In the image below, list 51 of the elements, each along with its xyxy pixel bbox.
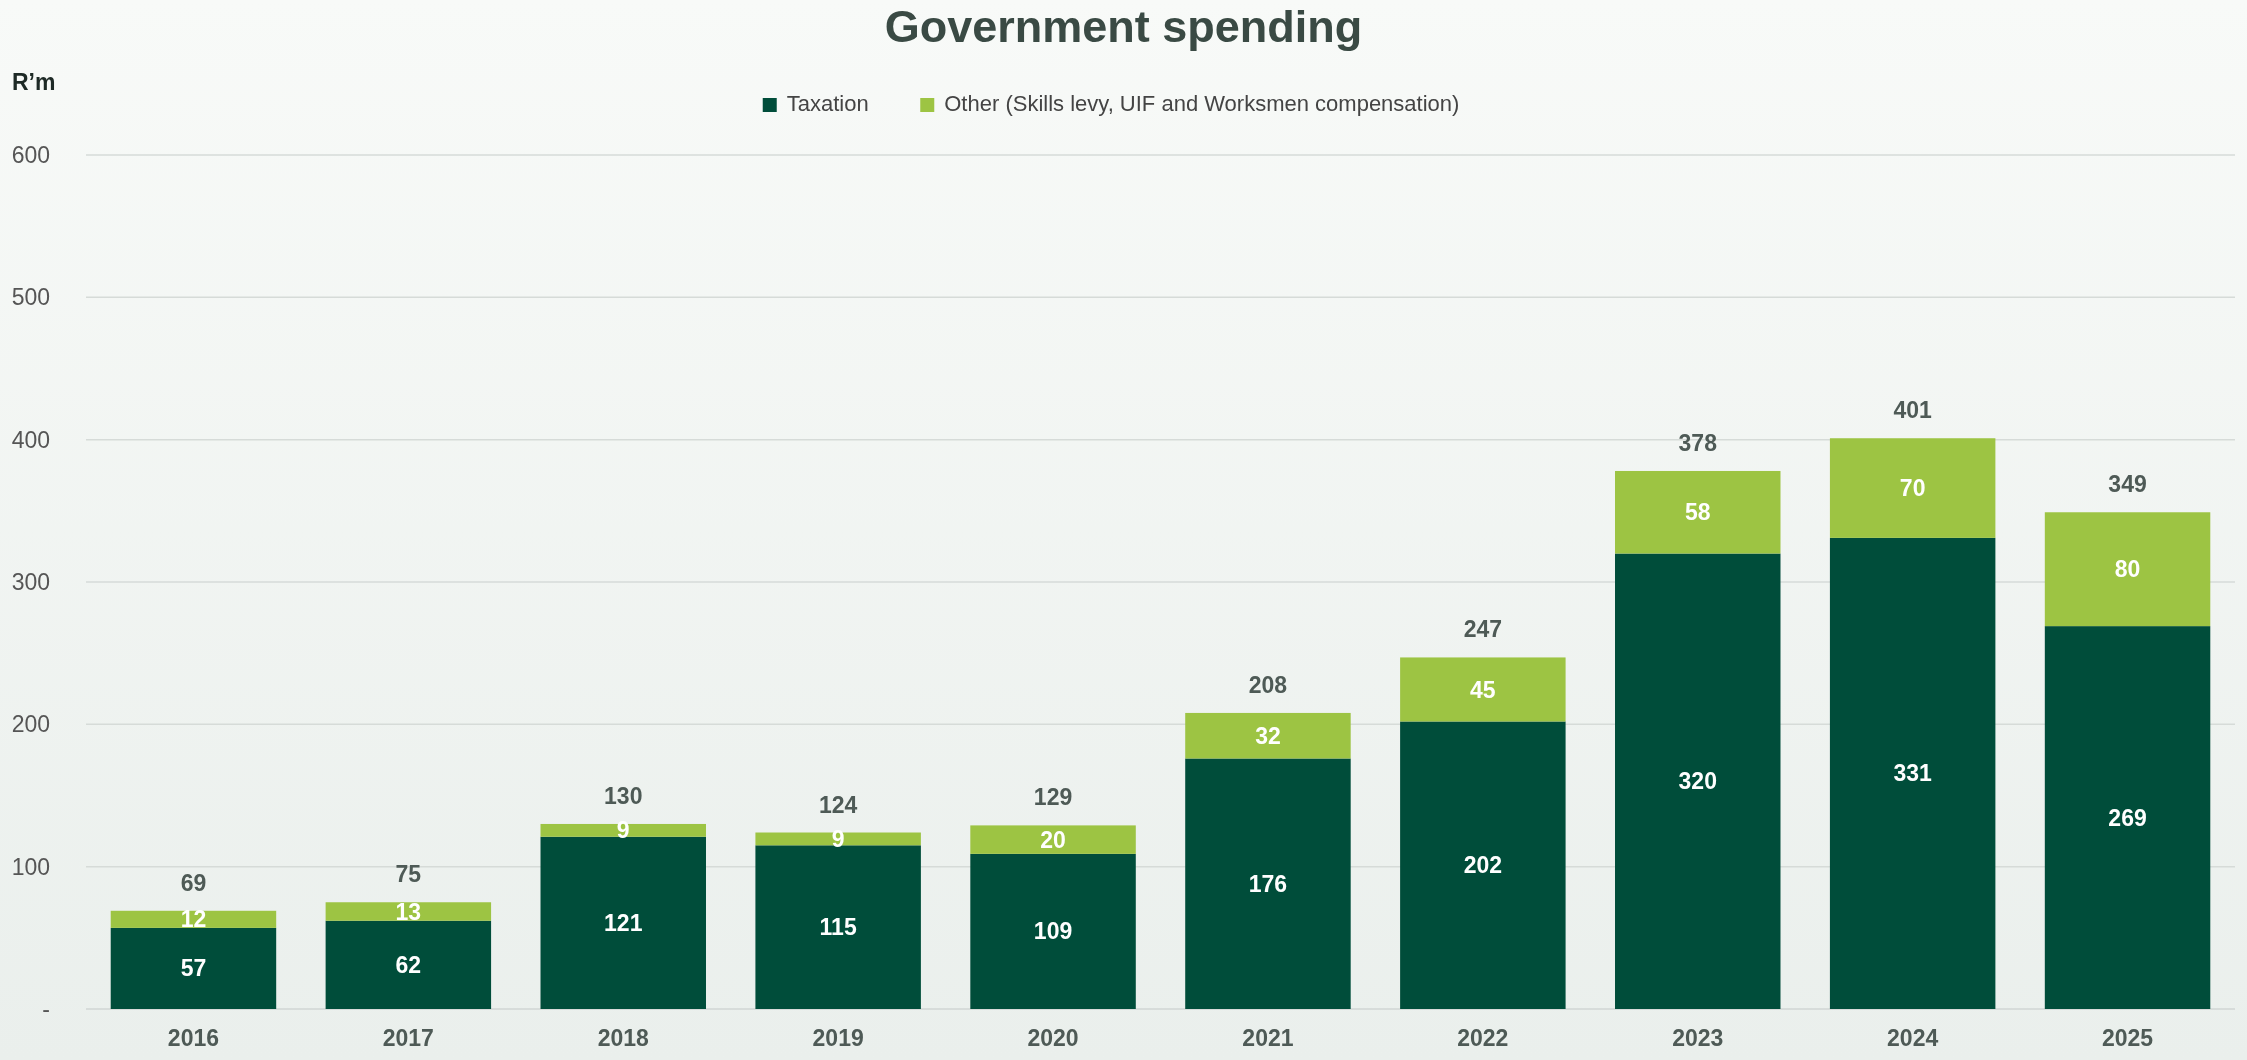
total-label: 247 — [1463, 616, 1503, 643]
data-label: 202 — [1463, 852, 1503, 879]
total-label: 75 — [395, 861, 422, 888]
total-label: 69 — [180, 869, 207, 896]
total-label: 378 — [1678, 429, 1718, 456]
data-label: 9 — [616, 817, 630, 844]
data-label: 12 — [180, 906, 207, 933]
x-tick-label: 2023 — [1672, 1025, 1724, 1051]
data-label: 320 — [1678, 768, 1717, 795]
data-label: 176 — [1248, 870, 1288, 897]
data-label: 115 — [819, 914, 857, 941]
data-label: 57 — [180, 955, 207, 982]
total-label: 130 — [604, 782, 643, 809]
y-tick-label: 300 — [11, 569, 50, 596]
x-tick-label: 2022 — [1457, 1025, 1509, 1051]
x-tick-label: 2017 — [382, 1025, 434, 1051]
total-label: 401 — [1893, 397, 1933, 424]
y-tick-label: - — [42, 996, 50, 1023]
legend-label: Taxation — [786, 91, 869, 116]
data-label: 62 — [395, 951, 422, 978]
x-tick-label: 2018 — [597, 1025, 650, 1051]
data-label: 331 — [1893, 760, 1933, 787]
x-tick-label: 2020 — [1027, 1025, 1079, 1051]
y-axis-title: R’m — [12, 69, 56, 95]
x-tick-label: 2016 — [167, 1025, 220, 1051]
total-label: 208 — [1248, 671, 1288, 698]
chart-title: Government spending — [884, 1, 1363, 52]
total-label: 124 — [818, 791, 858, 818]
data-label: 121 — [604, 909, 643, 936]
data-label: 70 — [1899, 475, 1926, 502]
data-label: 269 — [2108, 804, 2147, 831]
y-tick-label: 500 — [11, 284, 50, 311]
data-label: 32 — [1255, 722, 1281, 749]
data-label: 109 — [1033, 918, 1073, 945]
x-tick-label: 2025 — [2101, 1025, 2154, 1051]
x-tick-label: 2021 — [1242, 1025, 1294, 1051]
total-label: 129 — [1033, 784, 1073, 811]
data-label: 20 — [1040, 826, 1066, 853]
data-label: 80 — [2114, 556, 2141, 583]
x-tick-label: 2024 — [1887, 1025, 1939, 1051]
y-tick-label: 400 — [11, 426, 50, 453]
data-label: 45 — [1470, 676, 1496, 703]
x-tick-label: 2019 — [812, 1025, 864, 1051]
y-tick-label: 100 — [11, 853, 50, 880]
data-label: 13 — [395, 898, 422, 925]
total-label: 349 — [2108, 471, 2147, 498]
y-tick-label: 200 — [11, 711, 50, 738]
data-label: 58 — [1684, 499, 1711, 526]
legend-label: Other (Skills levy, UIF and Worksmen compensation) — [944, 91, 1460, 116]
y-tick-label: 600 — [11, 142, 50, 169]
data-label: 9 — [831, 825, 845, 852]
